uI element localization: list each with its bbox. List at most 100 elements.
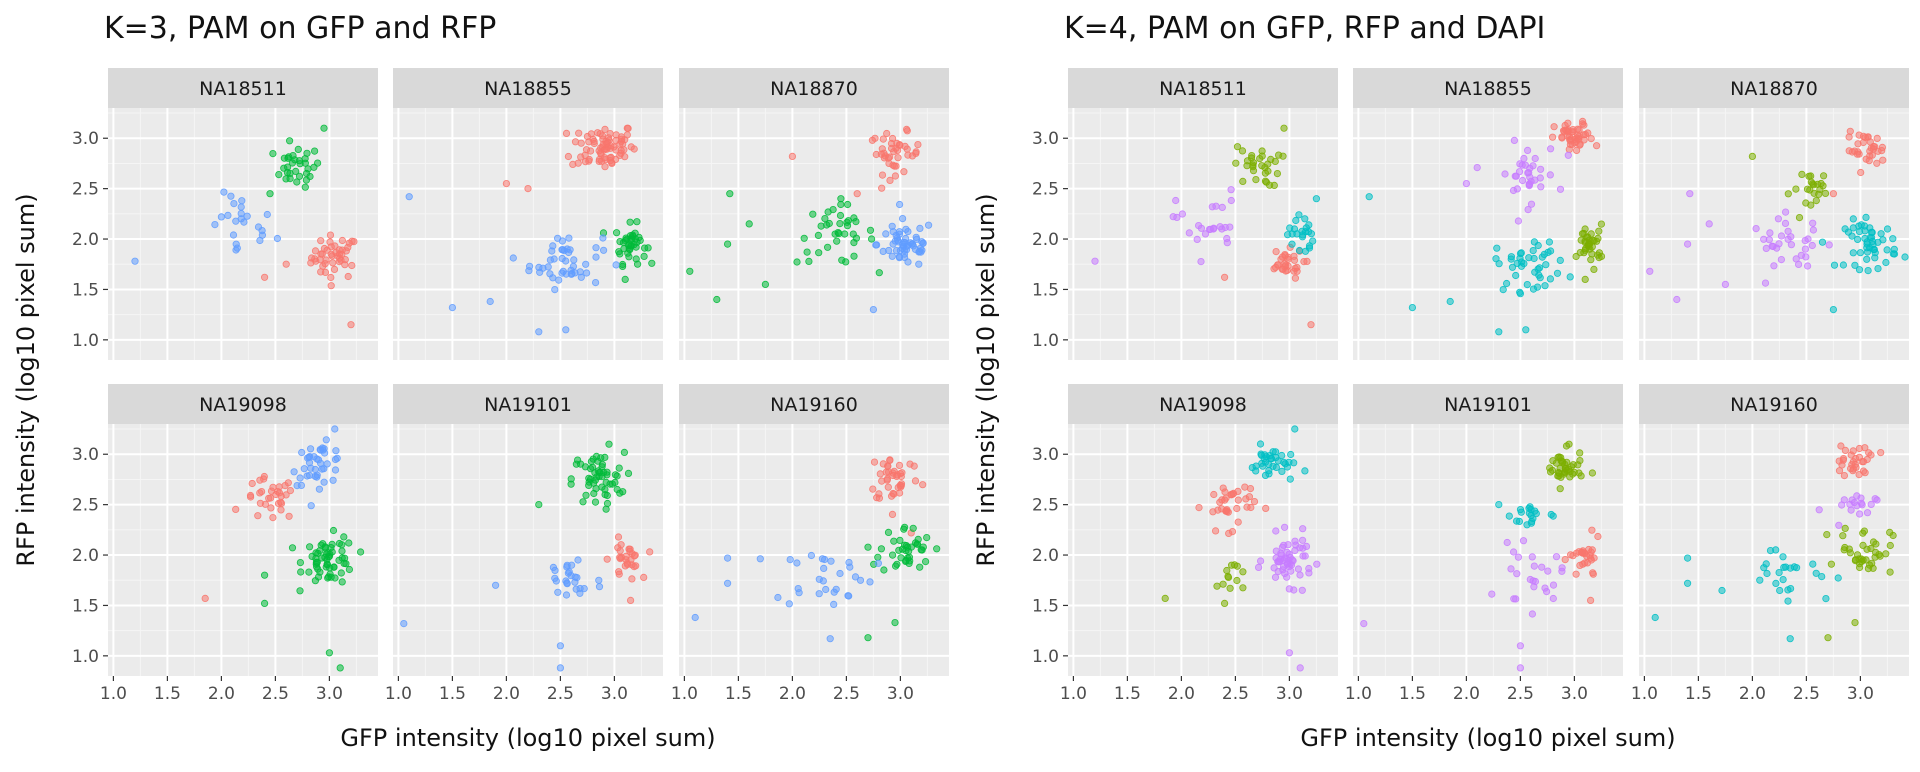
data-point	[582, 260, 590, 268]
x-tick-label: 1.0	[1060, 684, 1087, 704]
cluster-1	[1195, 483, 1270, 538]
data-point	[878, 171, 887, 179]
x-tick-label: 1.0	[671, 684, 698, 704]
data-point	[1718, 586, 1726, 595]
data-point	[1509, 186, 1518, 195]
data-point	[603, 555, 611, 563]
data-point	[1574, 125, 1582, 133]
data-point	[1503, 279, 1511, 288]
data-point	[1301, 215, 1309, 223]
data-point	[1529, 285, 1538, 293]
data-point	[555, 276, 563, 284]
data-point	[875, 269, 883, 277]
data-point	[1193, 235, 1201, 243]
data-point	[1566, 136, 1574, 144]
data-point	[1569, 470, 1577, 478]
data-point	[1820, 172, 1828, 180]
x-tick-label: 3.0	[1847, 684, 1874, 704]
data-point	[1527, 177, 1535, 185]
y-tick-label: 2.5	[72, 180, 99, 200]
data-point	[327, 273, 335, 282]
data-point	[1874, 264, 1882, 273]
data-point	[912, 148, 920, 156]
x-tick-label: 1.5	[154, 684, 181, 704]
data-point	[1209, 508, 1217, 516]
data-point	[558, 237, 567, 245]
data-point	[1886, 568, 1894, 576]
data-point	[833, 237, 841, 245]
data-point	[1541, 584, 1549, 592]
data-point	[626, 218, 634, 226]
data-point	[901, 557, 910, 566]
data-point	[1841, 524, 1849, 533]
data-point	[327, 573, 335, 581]
y-tick-label: 3.0	[1032, 445, 1059, 465]
facet-label: NA19098	[199, 394, 287, 416]
data-point	[1493, 244, 1501, 252]
data-point	[916, 244, 925, 252]
data-point	[891, 172, 900, 180]
data-point	[320, 124, 328, 132]
data-point	[1585, 545, 1593, 554]
data-point	[1530, 254, 1538, 263]
data-point	[1169, 213, 1177, 221]
data-point	[1851, 556, 1860, 565]
data-point	[608, 480, 617, 488]
data-point	[818, 555, 827, 563]
data-point	[1853, 492, 1861, 500]
data-point	[256, 476, 264, 484]
cluster-2	[266, 124, 328, 198]
data-point	[1221, 599, 1229, 608]
x-axis-label: GFP intensity (log10 pixel sum)	[1300, 724, 1675, 752]
data-point	[1901, 253, 1909, 261]
data-point	[1542, 261, 1550, 269]
data-point	[1580, 131, 1588, 139]
data-point	[1249, 159, 1258, 167]
data-point	[286, 486, 294, 495]
data-point	[1510, 136, 1519, 144]
data-point	[1291, 274, 1300, 282]
data-point	[326, 550, 334, 558]
data-point	[1854, 140, 1862, 148]
data-point	[333, 454, 341, 462]
data-point	[1462, 180, 1471, 188]
data-point	[874, 553, 882, 561]
data-point	[1597, 252, 1606, 260]
data-point	[1872, 548, 1880, 557]
data-point	[1195, 503, 1203, 512]
data-point	[1817, 179, 1825, 188]
data-point	[320, 465, 328, 473]
data-point	[326, 231, 335, 239]
data-point	[909, 524, 917, 532]
data-point	[1557, 453, 1565, 462]
data-point	[238, 197, 246, 205]
data-point	[1752, 225, 1760, 233]
data-point	[903, 145, 911, 153]
data-point	[266, 190, 274, 198]
data-point	[563, 580, 571, 588]
data-point	[1863, 238, 1871, 246]
data-point	[260, 599, 269, 608]
data-point	[1795, 214, 1804, 222]
data-point	[246, 491, 255, 500]
data-point	[131, 257, 139, 265]
data-point	[900, 541, 909, 549]
data-point	[1218, 203, 1226, 211]
data-point	[815, 590, 823, 598]
data-point	[1501, 170, 1509, 178]
data-point	[562, 326, 570, 334]
x-tick-label: 3.0	[1276, 684, 1303, 704]
data-point	[302, 176, 310, 184]
data-point	[565, 234, 573, 242]
y-tick-label: 1.0	[1032, 331, 1059, 351]
data-point	[297, 568, 305, 576]
data-point	[845, 592, 853, 600]
data-point	[1564, 151, 1572, 159]
data-point	[1530, 562, 1538, 570]
x-tick-label: 2.5	[1222, 684, 1249, 704]
data-point	[878, 145, 886, 153]
data-point	[1867, 500, 1875, 508]
data-point	[303, 454, 312, 462]
data-point	[502, 180, 510, 188]
data-point	[322, 436, 330, 444]
